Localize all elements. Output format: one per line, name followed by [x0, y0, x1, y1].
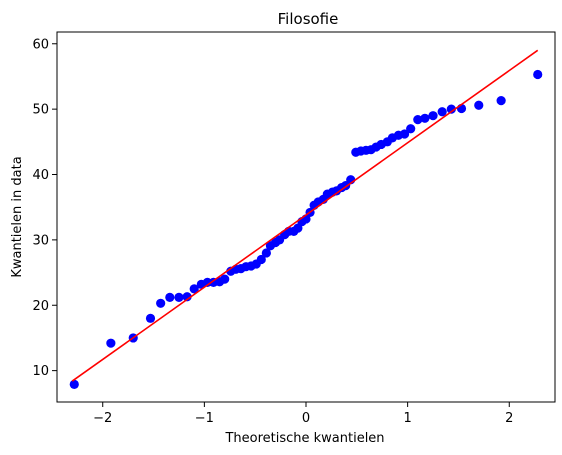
y-tick-label: 60: [32, 37, 49, 52]
reference-line: [71, 49, 539, 382]
y-tick-label: 50: [32, 103, 49, 118]
data-point: [428, 111, 438, 121]
x-tick-label: −1: [195, 411, 214, 426]
data-point: [406, 124, 416, 134]
x-tick-label: −2: [93, 411, 112, 426]
data-point: [399, 129, 410, 139]
y-tick-label: 30: [32, 233, 49, 248]
data-point: [106, 338, 116, 348]
x-tick-label: 2: [505, 411, 513, 426]
data-point: [220, 274, 230, 284]
data-point: [533, 69, 543, 80]
data-point: [165, 292, 175, 303]
y-axis: 10 20 30 40 50 60: [32, 37, 57, 379]
data-point: [474, 100, 484, 110]
data-point: [413, 114, 423, 125]
data-point: [256, 254, 266, 265]
x-axis: −2 −1 0 1 2: [93, 402, 513, 426]
y-tick-label: 40: [32, 168, 49, 183]
x-axis-label: Theoretische kwantielen: [224, 431, 384, 446]
data-point: [261, 248, 271, 258]
x-tick-label: 1: [403, 411, 411, 426]
data-point: [496, 96, 506, 106]
data-point: [189, 284, 199, 294]
data-point: [69, 379, 79, 389]
chart-title: Filosofie: [278, 10, 339, 28]
data-point: [145, 313, 156, 323]
data-point: [446, 104, 456, 114]
data-point: [156, 298, 166, 308]
y-tick-label: 10: [32, 364, 49, 379]
y-axis-label: Kwantielen in data: [10, 156, 25, 277]
plot-area: [69, 49, 543, 389]
x-tick-label: 0: [302, 411, 310, 426]
data-point: [437, 107, 447, 117]
data-point: [174, 292, 184, 303]
data-point: [182, 292, 192, 302]
y-tick-label: 20: [32, 299, 49, 314]
data-point: [420, 113, 430, 123]
